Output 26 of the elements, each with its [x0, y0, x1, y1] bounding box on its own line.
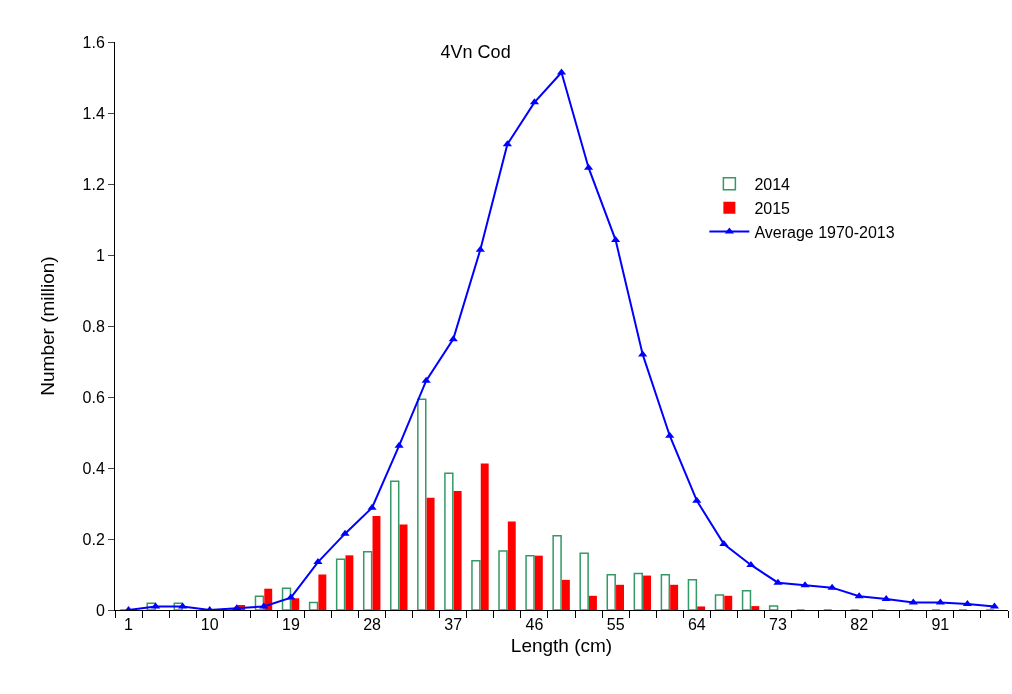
chart-title: 4Vn Cod — [440, 42, 511, 63]
x-tick-label: 10 — [200, 616, 219, 634]
x-tick-label: 82 — [850, 616, 869, 634]
x-tick-label: 37 — [444, 616, 463, 634]
y-tick-label: 0.6 — [82, 388, 105, 406]
x-tick-label: 1 — [124, 616, 134, 634]
x-tick-label: 19 — [281, 616, 300, 634]
y-tick-label: 0.8 — [82, 317, 105, 335]
x-tick-label: 46 — [525, 616, 544, 634]
legend-label: Average 1970-2013 — [754, 223, 895, 241]
y-tick-label: 0.2 — [82, 530, 105, 548]
legend-label: 2015 — [754, 199, 791, 217]
y-tick-label: 1 — [95, 246, 105, 264]
y-axis-title: Number (million) — [37, 256, 59, 396]
x-tick-label: 73 — [769, 616, 787, 634]
x-tick-label: 55 — [606, 616, 625, 634]
y-tick-label: 0 — [95, 601, 105, 619]
x-tick-label: 64 — [687, 616, 706, 634]
y-tick-label: 1.6 — [82, 33, 105, 51]
x-axis-title: Length (cm) — [510, 635, 613, 656]
y-tick-label: 0.4 — [82, 459, 105, 477]
y-tick-label: 1.2 — [82, 175, 105, 193]
y-tick-label: 1.4 — [82, 104, 105, 122]
legend-label: 2014 — [754, 176, 791, 194]
x-tick-label: 91 — [931, 616, 950, 634]
x-tick-label: 28 — [363, 616, 382, 634]
